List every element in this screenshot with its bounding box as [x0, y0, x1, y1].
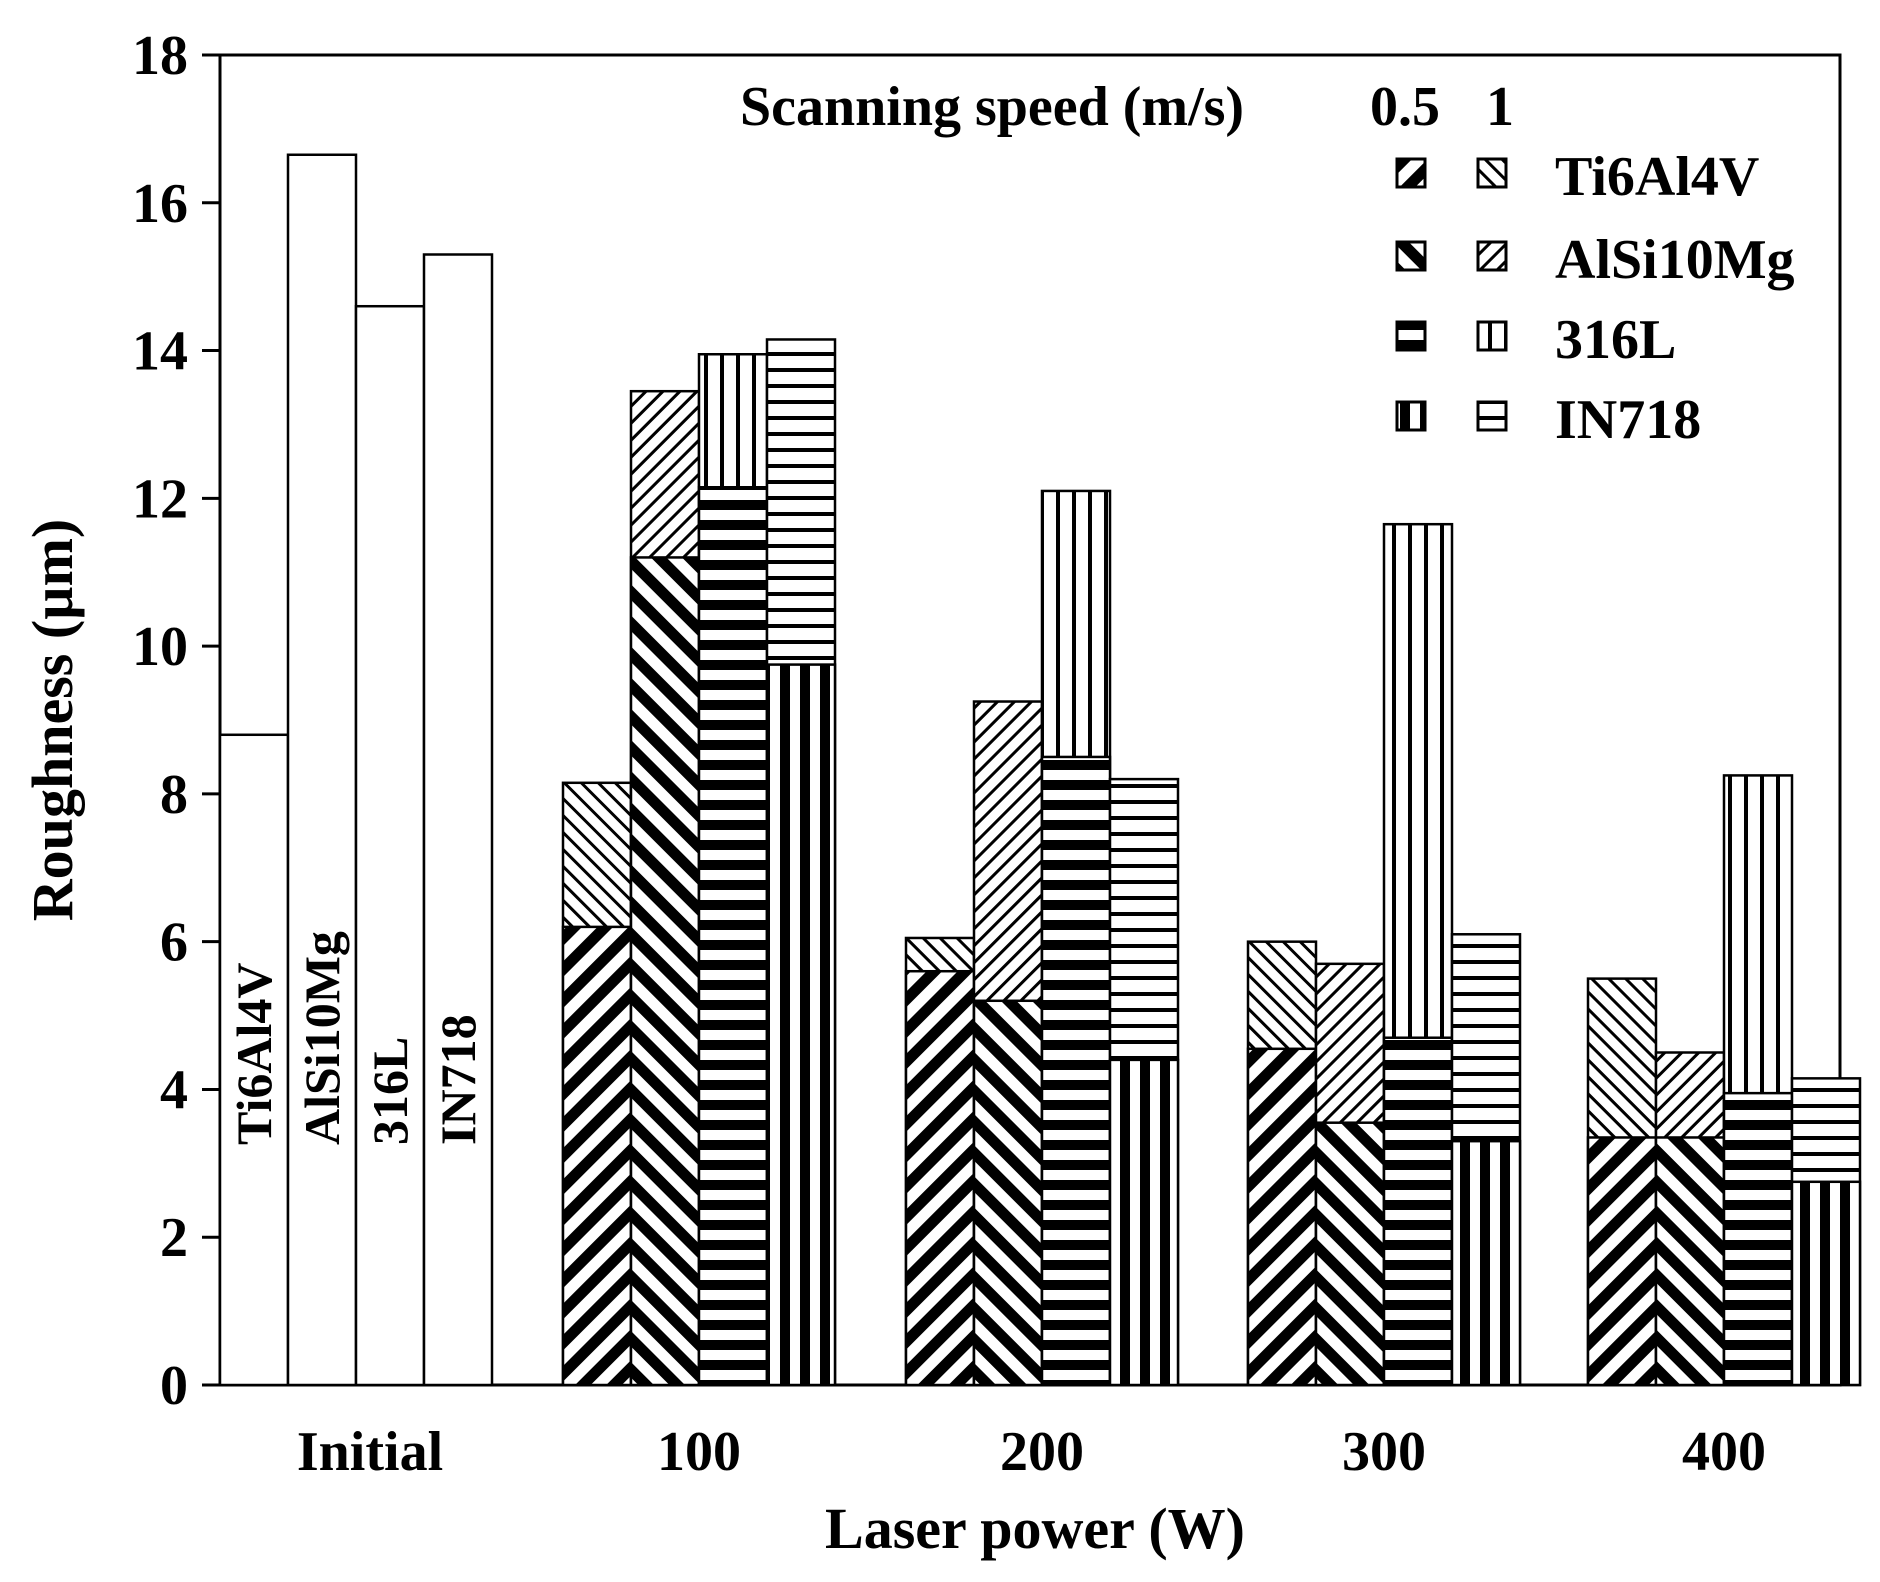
y-axis-title: Roughness (µm): [20, 519, 85, 921]
bars: Ti6Al4V AlSi10Mg 316L IN718: [218, 153, 1862, 1387]
y-tick-label-18: 18: [132, 25, 188, 87]
bar-label-initial-ti6al4v: Ti6Al4V: [226, 963, 282, 1145]
bar-100w-316l-speed-0-5: [697, 486, 769, 1387]
bar-300w-in718-speed-0-5: [1450, 1139, 1522, 1387]
bar-100w-alsi10mg-speed-0-5: [629, 556, 701, 1387]
bar-initial-ti6al4v: [218, 733, 290, 1387]
bar-initial-in718: [422, 253, 494, 1387]
bar-label-initial-alsi10mg: AlSi10Mg: [294, 931, 350, 1145]
y-tick-label-6: 6: [160, 912, 188, 974]
legend-speed-1: 1: [1486, 76, 1514, 138]
legend-swatch-ti6al4v-speed-1: [1476, 157, 1508, 189]
legend-swatch-alsi10mg-speed-0-5: [1395, 240, 1427, 272]
bar-label-initial-316l: 316L: [362, 1037, 418, 1145]
legend-label-ti6al4v: Ti6Al4V: [1555, 146, 1759, 208]
bar-400w-316l-speed-0-5: [1722, 1091, 1794, 1387]
bar-initial-316l: [354, 304, 426, 1387]
legend-label-alsi10mg: AlSi10Mg: [1555, 229, 1795, 291]
legend-swatch-316l-speed-1: [1476, 320, 1508, 352]
x-tick-label-200: 200: [1000, 1421, 1084, 1483]
bar-300w-alsi10mg-speed-0-5: [1314, 1121, 1386, 1387]
bar-400w-ti6al4v-speed-0-5: [1586, 1136, 1658, 1387]
bar-200w-316l-speed-0-5: [1040, 755, 1112, 1387]
bar-label-initial-in718: IN718: [430, 1014, 486, 1145]
bar-400w-alsi10mg-speed-0-5: [1654, 1136, 1726, 1387]
x-axis: Initial 100 200 300 400: [297, 1421, 1766, 1483]
legend-swatch-ti6al4v-speed-0-5: [1395, 157, 1427, 189]
bar-100w-ti6al4v-speed-0-5: [561, 925, 633, 1387]
legend-swatch-in718-speed-0-5: [1395, 400, 1427, 432]
bar-400w-in718-speed-0-5: [1790, 1180, 1862, 1387]
y-tick-label-10: 10: [132, 616, 188, 678]
legend-rows: Ti6Al4V AlSi10Mg 316L IN718: [1395, 146, 1795, 451]
x-tick-label-300: 300: [1342, 1421, 1426, 1483]
legend-label-in718: IN718: [1555, 389, 1701, 451]
y-tick-label-16: 16: [132, 173, 188, 235]
legend-label-316l: 316L: [1555, 309, 1676, 371]
x-tick-label-400: 400: [1682, 1421, 1766, 1483]
bar-100w-in718-speed-0-5: [765, 663, 837, 1387]
legend-swatch-alsi10mg-speed-1: [1476, 240, 1508, 272]
bar-200w-ti6al4v-speed-0-5: [904, 969, 976, 1387]
y-axis: 0 2 4 6 8 10 12 14 16 18: [132, 25, 220, 1417]
x-tick-label-initial: Initial: [297, 1421, 443, 1483]
bar-initial-alsi10mg: [286, 153, 358, 1387]
y-tick-label-12: 12: [132, 468, 188, 530]
y-tick-label-2: 2: [160, 1207, 188, 1269]
x-tick-label-100: 100: [657, 1421, 741, 1483]
y-tick-label-14: 14: [132, 321, 188, 383]
x-axis-title: Laser power (W): [825, 1496, 1245, 1561]
y-tick-label-8: 8: [160, 764, 188, 826]
legend-title: Scanning speed (m/s): [740, 76, 1244, 138]
legend-swatch-316l-speed-0-5: [1395, 320, 1427, 352]
legend-speed-0-5: 0.5: [1370, 76, 1440, 138]
bar-300w-ti6al4v-speed-0-5: [1246, 1047, 1318, 1387]
bar-200w-alsi10mg-speed-0-5: [972, 999, 1044, 1387]
y-tick-label-0: 0: [160, 1355, 188, 1417]
y-tick-label-4: 4: [160, 1059, 188, 1121]
bar-300w-316l-speed-0-5: [1382, 1036, 1454, 1387]
legend: Scanning speed (m/s) 0.5 1 Ti6Al4V AlSi10…: [740, 76, 1795, 451]
legend-swatch-in718-speed-1: [1476, 400, 1508, 432]
bar-200w-in718-speed-0-5: [1108, 1058, 1180, 1387]
